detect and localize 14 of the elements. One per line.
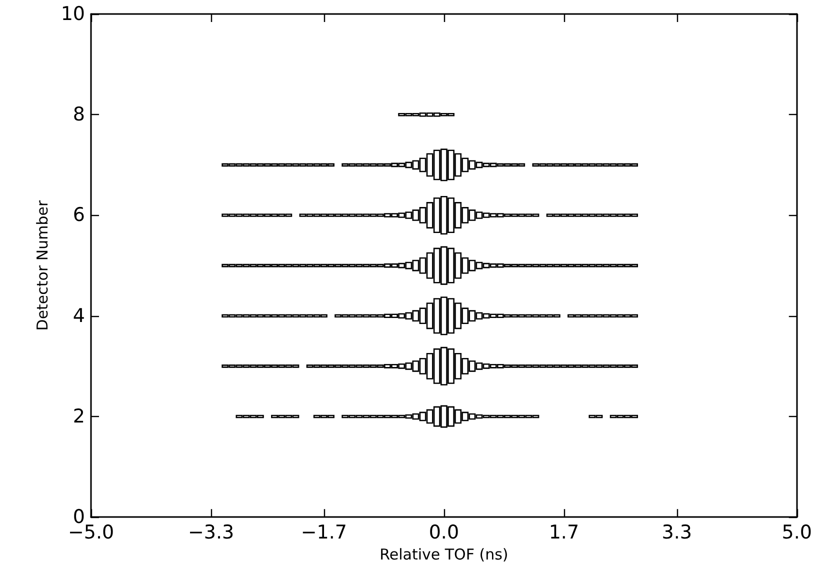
y-tick-label: 8 bbox=[72, 104, 85, 126]
x-axis-title: Relative TOF (ns) bbox=[380, 546, 508, 564]
x-tick-label: −3.3 bbox=[188, 522, 234, 544]
x-tick-label: 3.3 bbox=[662, 522, 692, 544]
y-tick-label: 0 bbox=[72, 506, 85, 528]
y-tick-label: 4 bbox=[72, 304, 85, 327]
x-tick-label: 1.7 bbox=[548, 522, 580, 544]
x-tick-label: 5.0 bbox=[782, 522, 812, 544]
y-axis-title: Detector Number bbox=[33, 200, 52, 331]
x-tick-label: −1.7 bbox=[300, 522, 348, 544]
x-tick-label: 0.0 bbox=[428, 522, 460, 544]
y-tick-label: 10 bbox=[60, 3, 85, 25]
y-tick-label: 2 bbox=[72, 405, 85, 428]
y-tick-label: 6 bbox=[72, 204, 85, 226]
